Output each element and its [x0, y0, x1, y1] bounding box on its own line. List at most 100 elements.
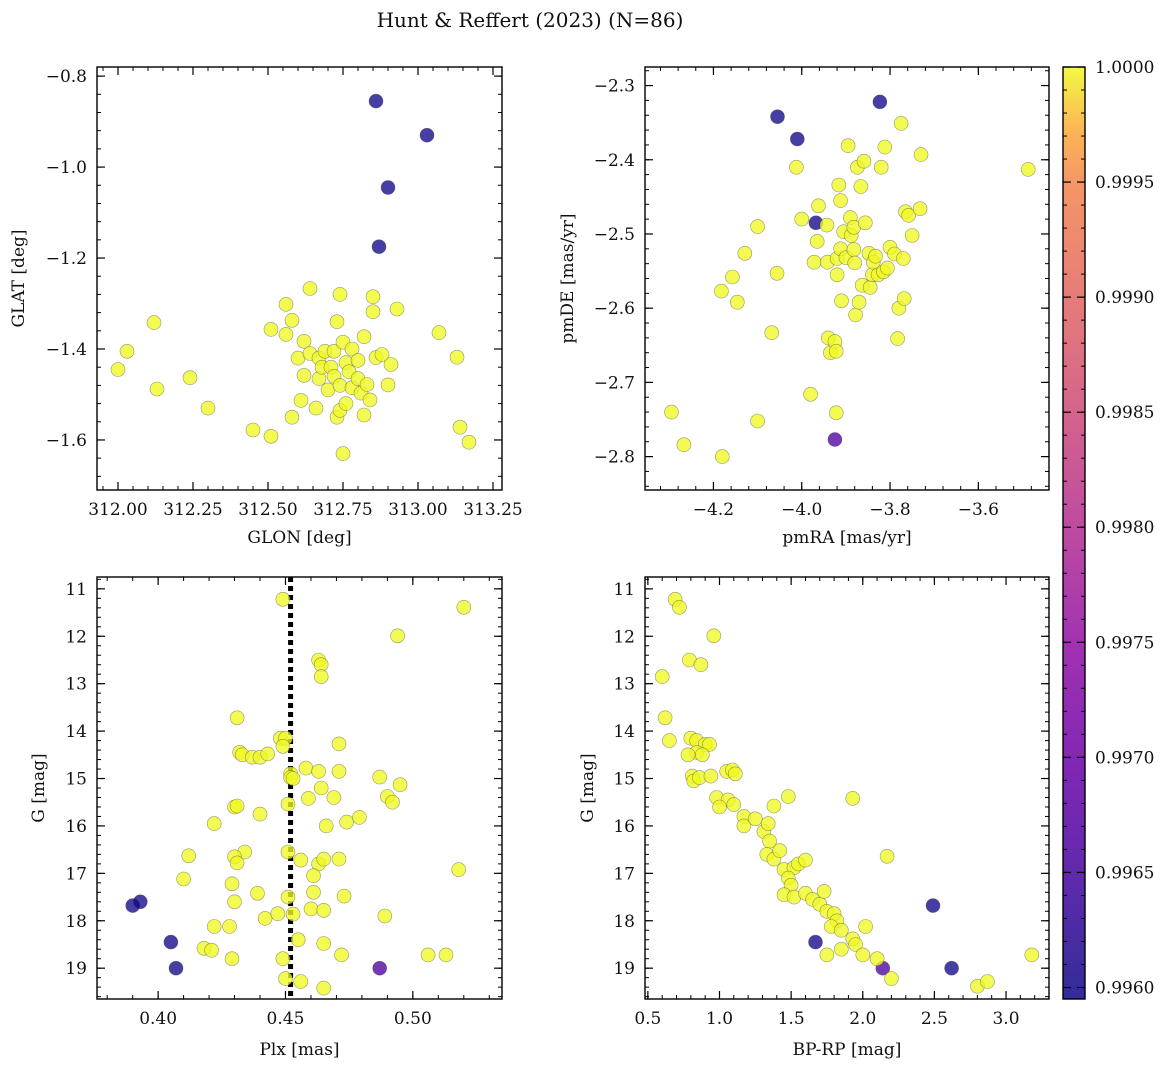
- data-point: [809, 234, 825, 249]
- x-tick-label: 312.50: [238, 500, 297, 520]
- data-point: [868, 248, 883, 264]
- data-point: [316, 902, 332, 918]
- data-point: [780, 789, 796, 804]
- data-point: [848, 937, 863, 952]
- data-point: [419, 127, 435, 143]
- axes-frame: [644, 66, 1050, 491]
- data-point: [873, 159, 889, 175]
- data-point: [858, 919, 873, 934]
- points: [654, 591, 1040, 994]
- data-point: [298, 760, 314, 776]
- data-point: [280, 889, 296, 905]
- y-tick-label: 15: [613, 770, 635, 790]
- data-point: [452, 419, 468, 435]
- data-point: [769, 265, 785, 281]
- x-tick-label: −3.6: [958, 500, 999, 520]
- data-point: [664, 404, 679, 420]
- colorbar-gradient: [1063, 67, 1085, 999]
- data-point: [331, 736, 347, 752]
- data-point: [275, 951, 291, 967]
- data-point: [200, 400, 216, 416]
- data-point: [869, 951, 885, 967]
- data-point: [285, 771, 301, 786]
- data-point: [764, 325, 780, 341]
- x-tick-label: 1.0: [706, 1009, 733, 1029]
- data-point: [750, 413, 765, 429]
- data-point: [766, 798, 782, 814]
- data-point: [1020, 162, 1036, 177]
- data-point: [456, 599, 472, 615]
- y-tick-label: −1.2: [46, 249, 87, 269]
- data-point: [332, 287, 348, 302]
- data-point: [703, 768, 719, 784]
- y-tick-label: 18: [65, 912, 87, 932]
- x-tick-label: 1.5: [778, 1009, 805, 1029]
- y-tick-label: −1.6: [46, 431, 87, 451]
- x-tick-label: 312.00: [88, 500, 147, 520]
- data-point: [263, 322, 279, 337]
- data-point: [365, 304, 381, 320]
- data-point: [356, 407, 372, 423]
- data-point: [747, 811, 763, 827]
- data-point: [789, 131, 805, 147]
- data-point: [827, 432, 843, 447]
- data-point: [176, 871, 191, 887]
- data-point: [912, 201, 928, 216]
- data-point: [890, 331, 905, 346]
- data-point: [676, 437, 692, 453]
- data-point: [245, 422, 261, 438]
- x-axis-label: Plx [mas]: [259, 1040, 339, 1060]
- x-tick-label: 313.00: [388, 500, 447, 520]
- data-point: [712, 799, 727, 815]
- data-point: [840, 138, 856, 153]
- y-tick-label: 17: [65, 864, 87, 884]
- data-point: [884, 971, 899, 986]
- data-point: [293, 852, 309, 868]
- data-point: [332, 378, 348, 393]
- data-point: [278, 327, 294, 342]
- data-point: [380, 180, 396, 195]
- scatter-panel-4: 0.5 1.0 1.5 2.0 2.5 3.0 11 12 13 14 15 16 17 18 19 BP-R…: [578, 576, 1050, 1060]
- data-point: [750, 219, 765, 234]
- data-point: [862, 280, 878, 295]
- data-point: [326, 790, 342, 805]
- data-point: [306, 884, 321, 900]
- data-point: [877, 139, 893, 155]
- y-tick-label: 13: [613, 675, 635, 695]
- y-tick-label: −2.5: [594, 225, 635, 245]
- data-point: [301, 791, 316, 806]
- data-point: [270, 906, 286, 922]
- data-point: [380, 377, 396, 393]
- data-point: [737, 246, 753, 261]
- data-point: [729, 294, 745, 310]
- data-point: [385, 794, 400, 810]
- data-point: [944, 960, 959, 976]
- colorbar-tick-label: 0.9975: [1095, 633, 1154, 653]
- data-point: [893, 116, 909, 131]
- y-tick-label: −2.3: [594, 77, 635, 97]
- data-point: [278, 971, 293, 986]
- x-tick-label: 312.25: [163, 500, 222, 520]
- data-point: [168, 960, 184, 976]
- data-point: [904, 228, 920, 243]
- data-point: [895, 251, 911, 266]
- x-tick-label: 0.50: [394, 1009, 432, 1029]
- data-point: [383, 357, 399, 372]
- data-point: [110, 362, 126, 377]
- data-point: [857, 215, 873, 231]
- data-point: [833, 941, 849, 957]
- x-tick-label: 0.5: [634, 1009, 661, 1029]
- y-tick-label: −2.4: [594, 151, 635, 171]
- y-tick-label: 17: [613, 864, 635, 884]
- data-point: [706, 628, 722, 644]
- data-point: [654, 669, 670, 684]
- data-point: [359, 377, 375, 392]
- data-point: [848, 307, 863, 323]
- colorbar-tick-label: 0.9995: [1095, 173, 1154, 193]
- data-point: [290, 932, 306, 948]
- y-axis-label: G [mag]: [578, 753, 598, 822]
- x-tick-label: −4.0: [781, 500, 822, 520]
- data-point: [846, 242, 862, 257]
- colorbar-tick-label: 0.9985: [1095, 403, 1154, 423]
- data-point: [760, 816, 776, 831]
